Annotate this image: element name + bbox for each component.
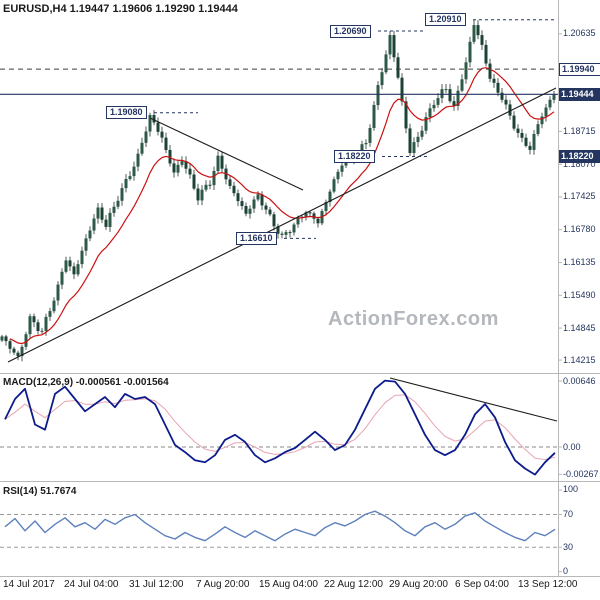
x-axis-label: 15 Aug 04:00 xyxy=(259,579,318,590)
price-annotation: 1.18220 xyxy=(334,150,375,164)
macd-axis-tick: -0.00267 xyxy=(563,468,599,479)
macd-axis-tick: 0.00 xyxy=(563,441,581,452)
x-axis-label: 6 Sep 04:00 xyxy=(455,579,509,590)
price-axis-tick: 1.16780 xyxy=(563,224,596,235)
rsi-axis-tick: 30 xyxy=(563,541,574,552)
price-axis-tick: 1.16135 xyxy=(563,256,596,267)
x-axis-label: 7 Aug 20:00 xyxy=(196,579,250,590)
rsi-axis-tick: 70 xyxy=(563,508,574,519)
x-axis-label: 31 Jul 12:00 xyxy=(129,579,184,590)
macd-axis-tick: 0.00646 xyxy=(563,375,596,386)
x-axis-label: 22 Aug 12:00 xyxy=(324,579,383,590)
x-axis-label: 14 Jul 2017 xyxy=(3,579,55,590)
price-annotation: 1.19080 xyxy=(106,106,147,120)
price-annotation: 1.20690 xyxy=(330,24,371,38)
price-axis-tick: 1.18715 xyxy=(563,125,596,136)
price-annotation: 1.16610 xyxy=(236,231,277,245)
price-axis-tick: 1.14215 xyxy=(563,354,596,365)
price-tag: 1.19940 xyxy=(559,62,600,76)
x-axis-label: 13 Sep 12:00 xyxy=(518,579,578,590)
macd-indicator-label: MACD(12,26,9) -0.000561 -0.001564 xyxy=(3,377,169,388)
rsi-indicator-label: RSI(14) 51.7674 xyxy=(3,486,77,497)
price-tag: 1.18220 xyxy=(559,150,600,164)
rsi-axis-tick: 0 xyxy=(563,566,569,577)
price-axis-tick: 1.20635 xyxy=(563,28,596,39)
x-axis-label: 29 Aug 20:00 xyxy=(389,579,448,590)
price-axis-tick: 1.15490 xyxy=(563,289,596,300)
price-axis-tick: 1.14845 xyxy=(563,322,596,333)
rsi-axis-tick: 100 xyxy=(563,484,579,495)
chart-title: EURUSD,H4 1.19447 1.19606 1.19290 1.1944… xyxy=(3,3,238,15)
price-tag: 1.19444 xyxy=(559,87,600,101)
watermark: ActionForex.com xyxy=(328,308,499,330)
price-annotation: 1.20910 xyxy=(425,13,466,27)
price-axis-tick: 1.18070 xyxy=(563,158,596,169)
x-axis-label: 24 Jul 04:00 xyxy=(64,579,119,590)
price-axis-tick: 1.17425 xyxy=(563,191,596,202)
